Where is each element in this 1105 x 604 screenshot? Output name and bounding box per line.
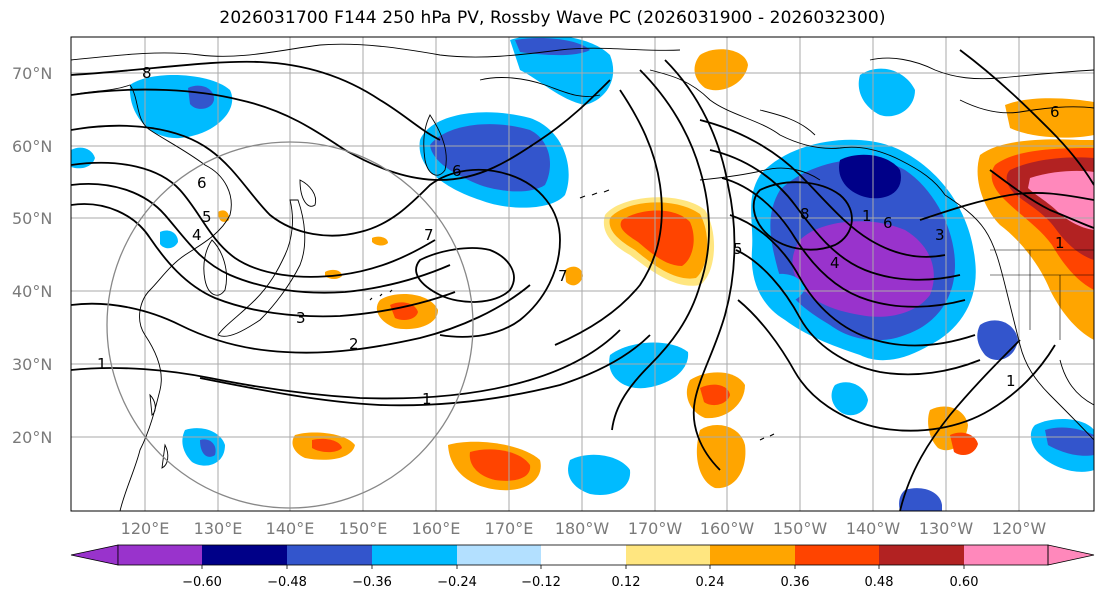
colorbar-tick-label: −0.12 — [521, 575, 561, 590]
colorbar-tick-label: −0.36 — [352, 575, 392, 590]
colorbar-extend-low — [70, 544, 119, 566]
colorbar-swatch — [287, 545, 372, 565]
contour-label: 4 — [192, 226, 202, 244]
contour-label: 3 — [296, 309, 306, 327]
lon-label: 120°W — [992, 519, 1047, 538]
highlight-circle — [106, 141, 474, 509]
colorbar-tick-label: 0.24 — [696, 575, 725, 590]
colorbar-swatch — [879, 545, 964, 565]
lon-label: 130°W — [919, 519, 974, 538]
colorbar-swatch — [457, 545, 541, 565]
lon-label: 160°W — [700, 519, 755, 538]
contour-label: 7 — [424, 226, 434, 244]
lon-label: 150°E — [339, 519, 388, 538]
colorbar-swatch — [964, 545, 1048, 565]
contour-label: 6 — [1050, 103, 1060, 121]
lon-label: 140°W — [846, 519, 901, 538]
colorbar-swatch — [795, 545, 879, 565]
lon-label: 140°E — [266, 519, 315, 538]
lat-label: 30°N — [12, 355, 52, 374]
colorbar-tick-label: 0.12 — [612, 575, 641, 590]
colorbar-swatch — [202, 545, 287, 565]
contour-label: 8 — [142, 64, 152, 82]
colorbar-tick-label: −0.48 — [267, 575, 307, 590]
colorbar-extend-high — [1047, 544, 1095, 566]
colorbar-swatch — [541, 545, 626, 565]
map-frame — [70, 36, 1095, 512]
contour-label: 1 — [97, 355, 107, 373]
contour-label: 5 — [733, 240, 743, 258]
longitude-labels: 120°E 130°E 140°E 150°E 160°E 170°E 180°… — [121, 519, 1047, 538]
contour-label: 1 — [862, 207, 872, 225]
colorbar-tick-label: 0.36 — [781, 575, 810, 590]
contour-label: 7 — [558, 267, 568, 285]
colorbar-tick-label: 0.60 — [950, 575, 979, 590]
colorbar-swatch — [626, 545, 710, 565]
lon-label: 130°E — [194, 519, 243, 538]
lon-label: 150°W — [773, 519, 828, 538]
latitude-labels: 70°N 60°N 50°N 40°N 30°N 20°N — [12, 64, 52, 447]
pv-contours — [71, 49, 1094, 511]
contour-label: 4 — [830, 254, 840, 272]
lat-label: 20°N — [12, 428, 52, 447]
colorbar-tick-label: −0.60 — [182, 575, 222, 590]
lat-label: 50°N — [12, 209, 52, 228]
lon-label: 170°W — [628, 519, 683, 538]
lon-label: 170°E — [485, 519, 534, 538]
lat-label: 40°N — [12, 282, 52, 301]
lon-label: 160°E — [412, 519, 461, 538]
coastlines — [71, 43, 1094, 511]
contour-label: 1 — [1006, 372, 1016, 390]
lon-label: 180°W — [555, 519, 610, 538]
contour-label: 8 — [800, 205, 810, 223]
lat-label: 60°N — [12, 137, 52, 156]
contour-label: 3 — [935, 226, 945, 244]
contour-labels: 8 6 5 4 3 2 1 1 1 7 7 6 5 8 6 3 4 6 1 1 — [97, 64, 1065, 408]
pv-anomaly-shading — [71, 37, 1094, 511]
map-title: 2026031700 F144 250 hPa PV, Rossby Wave … — [219, 8, 886, 28]
lat-label: 70°N — [12, 64, 52, 83]
contour-label: 2 — [349, 335, 359, 353]
lon-label: 120°E — [121, 519, 170, 538]
colorbar-swatch — [372, 545, 457, 565]
contour-label: 6 — [883, 214, 893, 232]
contour-label: 1 — [422, 390, 432, 408]
colorbar: −0.60 −0.48 −0.36 −0.24 −0.12 0.12 0.24 … — [70, 544, 1095, 590]
contour-label: 6 — [197, 174, 207, 192]
contour-label: 5 — [202, 208, 212, 226]
contour-label: 6 — [452, 162, 462, 180]
colorbar-swatch — [710, 545, 795, 565]
colorbar-swatch — [118, 545, 202, 565]
colorbar-tick-label: 0.48 — [865, 575, 894, 590]
colorbar-tick-label: −0.24 — [437, 575, 477, 590]
contour-label: 1 — [1055, 234, 1065, 252]
